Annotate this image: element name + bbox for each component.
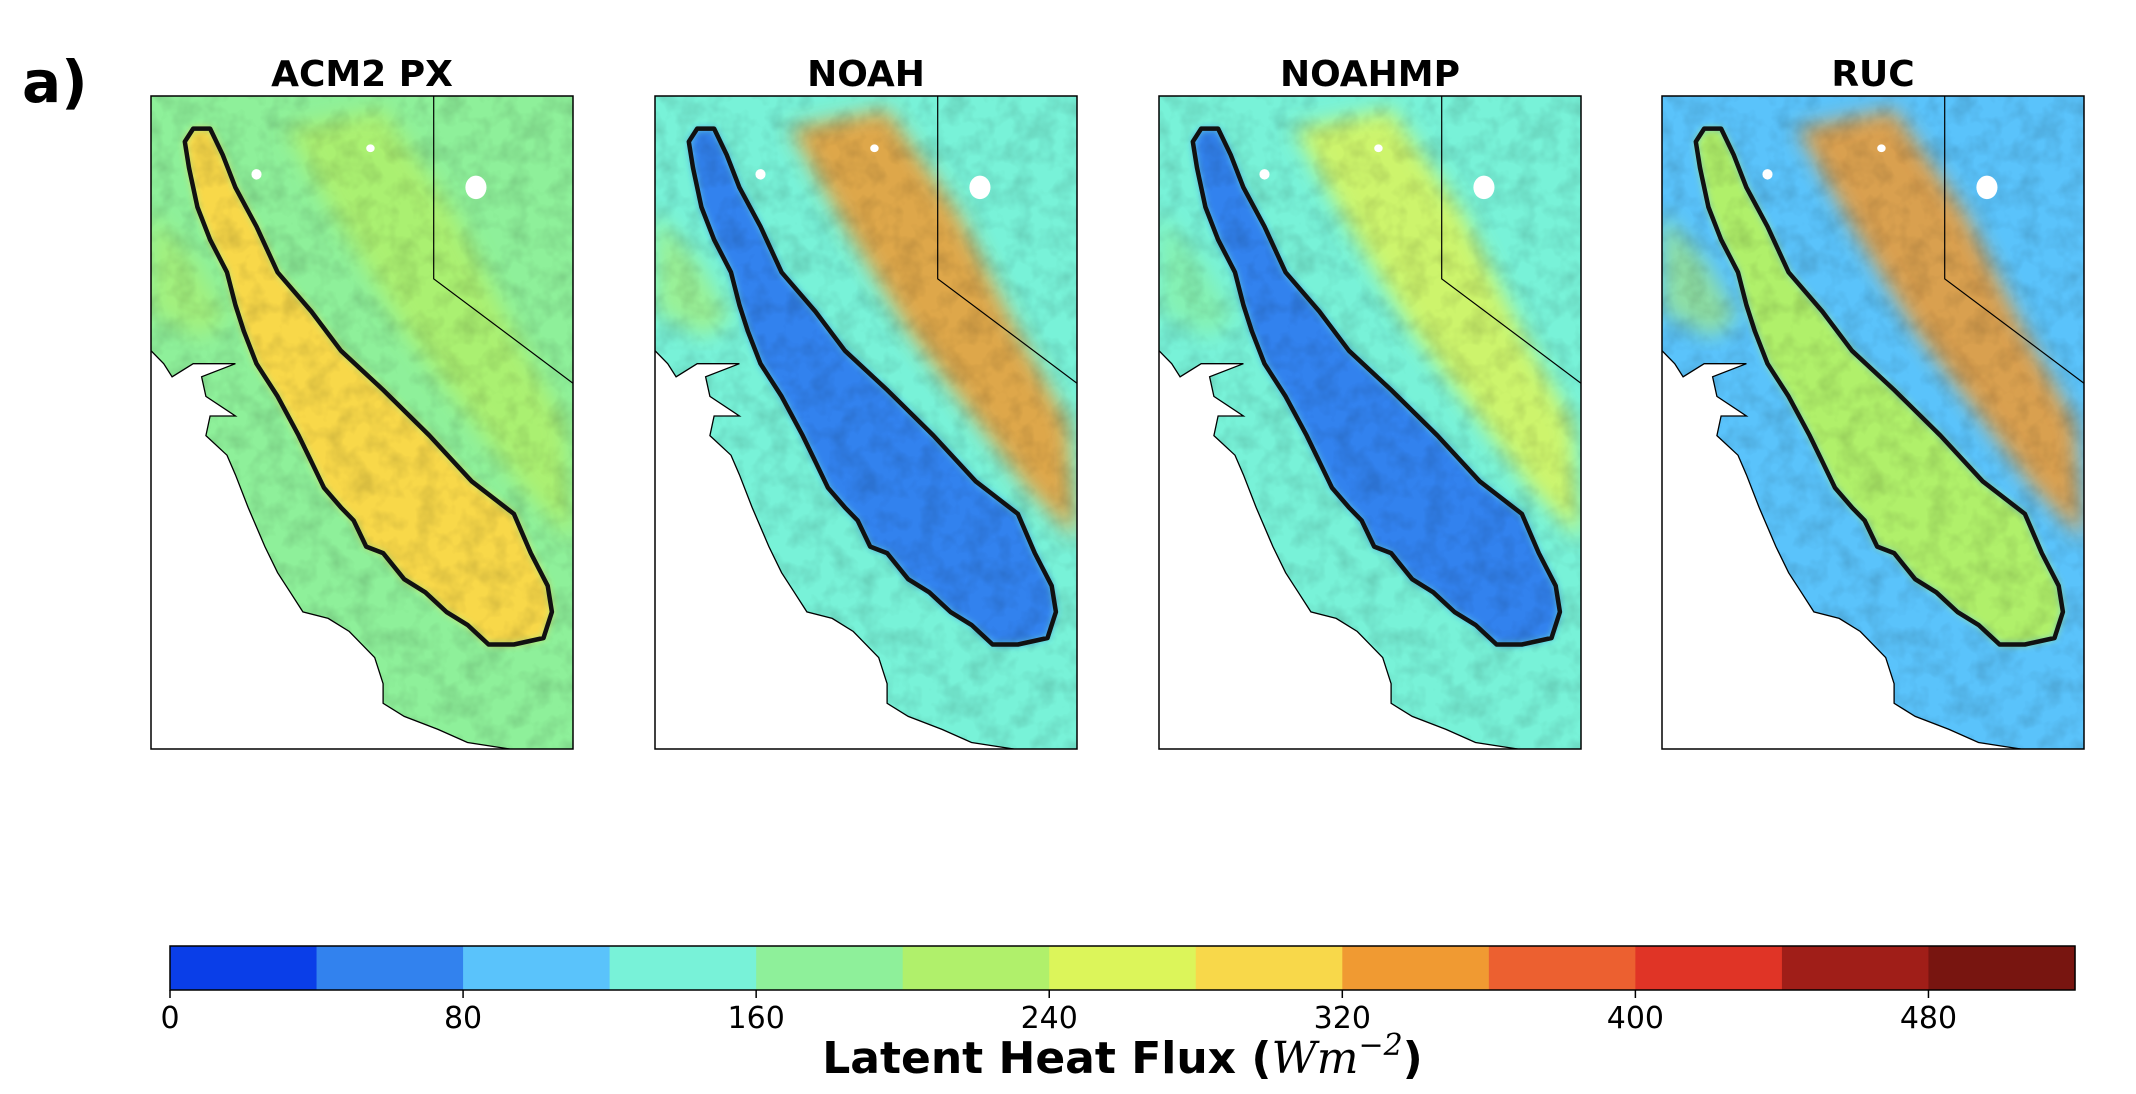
colorbar-tick-label: 240 [1021, 1001, 1078, 1036]
map-panel-4: RUC [1661, 54, 2085, 750]
panel-title: ACM2 PX [271, 54, 453, 95]
state-border [433, 96, 573, 384]
colorbar-segment [1195, 946, 1343, 990]
lake [1374, 144, 1383, 153]
colorbar-tick-label: 0 [160, 1001, 179, 1036]
lake [755, 169, 766, 180]
colorbar-segment [902, 946, 1050, 990]
colorbar-segment [1928, 946, 2076, 990]
colorbar-frame [169, 945, 2076, 991]
lake [1473, 175, 1495, 200]
colorbar-segment [1342, 946, 1490, 990]
lake [251, 169, 262, 180]
colorbar-segment [1049, 946, 1197, 990]
panel-title: NOAH [807, 54, 925, 95]
ocean [655, 350, 1014, 749]
state-border [1944, 96, 2084, 384]
colorbar-segment [463, 946, 611, 990]
colorbar-segment [170, 946, 318, 990]
colorbar-tick-label: 400 [1607, 1001, 1664, 1036]
coastline [1662, 350, 2021, 749]
lake [1762, 169, 1773, 180]
colorbar-segment [316, 946, 464, 990]
map-panel-2: NOAH [654, 54, 1078, 750]
colorbar-tick-label: 80 [444, 1001, 482, 1036]
ocean [151, 350, 510, 749]
central-valley-outline [686, 126, 1059, 647]
lake [969, 175, 991, 200]
colorbar-segment [1488, 946, 1636, 990]
map-panel-1: ACM2 PX [150, 54, 574, 750]
coastline [655, 350, 1014, 749]
map-frame [1661, 95, 2085, 750]
central-valley-outline [182, 126, 555, 647]
colorbar-tick-label: 480 [1900, 1001, 1957, 1036]
colorbar-segment [1781, 946, 1930, 990]
colorbar-segment [756, 946, 904, 990]
colorbar-segment [1635, 946, 1783, 990]
panel-title: NOAHMP [1280, 54, 1460, 95]
colorbar-tick-label: 320 [1314, 1001, 1371, 1036]
ocean [1159, 350, 1518, 749]
colorbar-segment [609, 946, 757, 990]
coastline [1159, 350, 1518, 749]
lake [1976, 175, 1998, 200]
central-valley-outline [1693, 126, 2066, 647]
lake [465, 175, 487, 200]
map-frame [654, 95, 1078, 750]
lake [366, 144, 375, 153]
state-border [937, 96, 1077, 384]
panel-title: RUC [1831, 54, 1914, 95]
central-valley-outline [1190, 126, 1563, 647]
colorbar-tick-label: 160 [728, 1001, 785, 1036]
panel-label: a) [22, 48, 88, 116]
coastline [151, 350, 510, 749]
state-border [1441, 96, 1581, 384]
lake [1877, 144, 1886, 153]
colorbar-label: Latent Heat Flux (Wm−2) [822, 1028, 1423, 1084]
colorbar: 0 80 160 240 320 400 480 Latent Heat Flux (Wm−2… [160, 945, 2076, 1084]
map-frame [150, 95, 574, 750]
lake [870, 144, 879, 153]
ocean [1662, 350, 2021, 749]
map-frame [1158, 95, 1582, 750]
map-panels: ACM2 PX NOAH NOAHMP RUC [150, 54, 2085, 750]
lake [1259, 169, 1270, 180]
map-panel-3: NOAHMP [1158, 54, 1582, 750]
